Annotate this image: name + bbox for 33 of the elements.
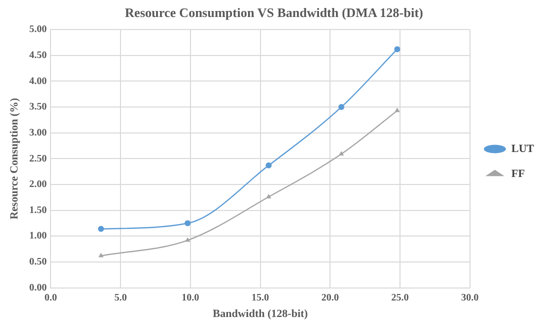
x-tick-label: 25.0 xyxy=(391,292,409,304)
y-tick-label: 1.50 xyxy=(29,204,47,216)
y-tick-label: 2.50 xyxy=(29,153,47,164)
x-tick-label: 20.0 xyxy=(321,292,339,304)
y-tick-label: 1.00 xyxy=(29,230,47,242)
point xyxy=(338,151,344,156)
chart-title: Resource Consumption VS Bandwidth (DMA 128-bit) xyxy=(124,5,424,20)
point xyxy=(266,194,272,198)
point xyxy=(184,220,191,226)
x-tick-label: 5.0 xyxy=(114,292,127,304)
legend-label: LUT xyxy=(511,142,535,155)
y-tick-label: 4.50 xyxy=(29,50,47,61)
y-tick-label: 5.00 xyxy=(29,24,47,36)
y-tick-label: 3.00 xyxy=(29,127,47,138)
x-tick-label: 0.0 xyxy=(44,292,57,304)
x-tick-label: 15.0 xyxy=(252,292,270,304)
x-tick-label: 30.0 xyxy=(461,292,479,304)
legend-label: FF xyxy=(511,168,526,180)
point xyxy=(98,252,104,258)
point xyxy=(338,104,344,110)
x-axis-title: Bandwidth (128-bit) xyxy=(212,308,308,320)
y-tick-label: 0.00 xyxy=(29,282,47,294)
y-tick-label: 2.00 xyxy=(29,179,47,190)
y-tick-label: 4.00 xyxy=(29,76,47,87)
point xyxy=(394,108,400,112)
point xyxy=(394,46,400,52)
y-tick-label: 3.50 xyxy=(29,102,47,113)
x-tick-label: 10.0 xyxy=(182,292,200,304)
y-tick-label: 0.50 xyxy=(29,256,47,268)
point xyxy=(266,162,272,168)
point xyxy=(185,237,190,242)
point xyxy=(98,226,104,232)
y-axis-title: Resource Consuption (%) xyxy=(8,98,20,220)
